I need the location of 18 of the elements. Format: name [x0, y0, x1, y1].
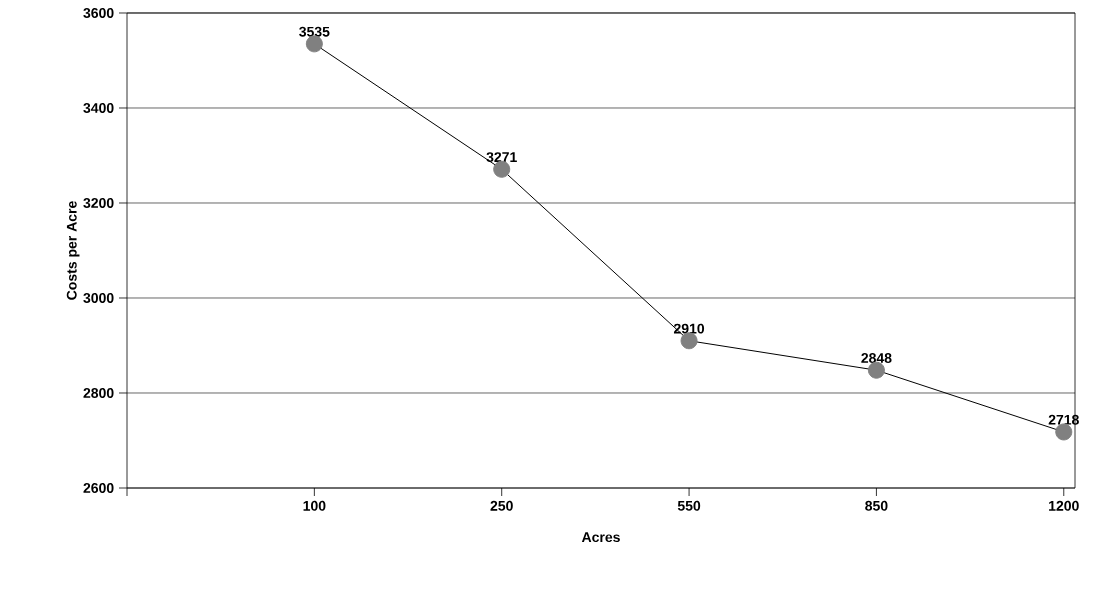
- y-tick-label: 2800: [83, 388, 114, 398]
- y-tick-label: 3400: [83, 103, 114, 113]
- y-tick-label: 3000: [83, 293, 114, 303]
- y-tick-label: 2600: [83, 483, 114, 493]
- x-tick-label: 100: [303, 500, 326, 511]
- data-label: 2718: [1048, 414, 1079, 425]
- x-tick-label: 550: [677, 500, 701, 511]
- x-tick-label: 1200: [1049, 500, 1079, 511]
- data-label: 2910: [673, 323, 705, 334]
- y-tick-label: 3600: [83, 8, 114, 18]
- y-axis-title: Costs per Acre: [66, 201, 80, 300]
- data-label: 3535: [299, 26, 330, 37]
- x-tick-label: 850: [865, 500, 888, 511]
- y-tick-label: 3200: [83, 198, 114, 208]
- x-axis-title: Acres: [581, 532, 620, 543]
- x-tick-label: 250: [490, 500, 513, 511]
- data-label: 2848: [861, 353, 892, 363]
- data-label: 3271: [486, 152, 517, 163]
